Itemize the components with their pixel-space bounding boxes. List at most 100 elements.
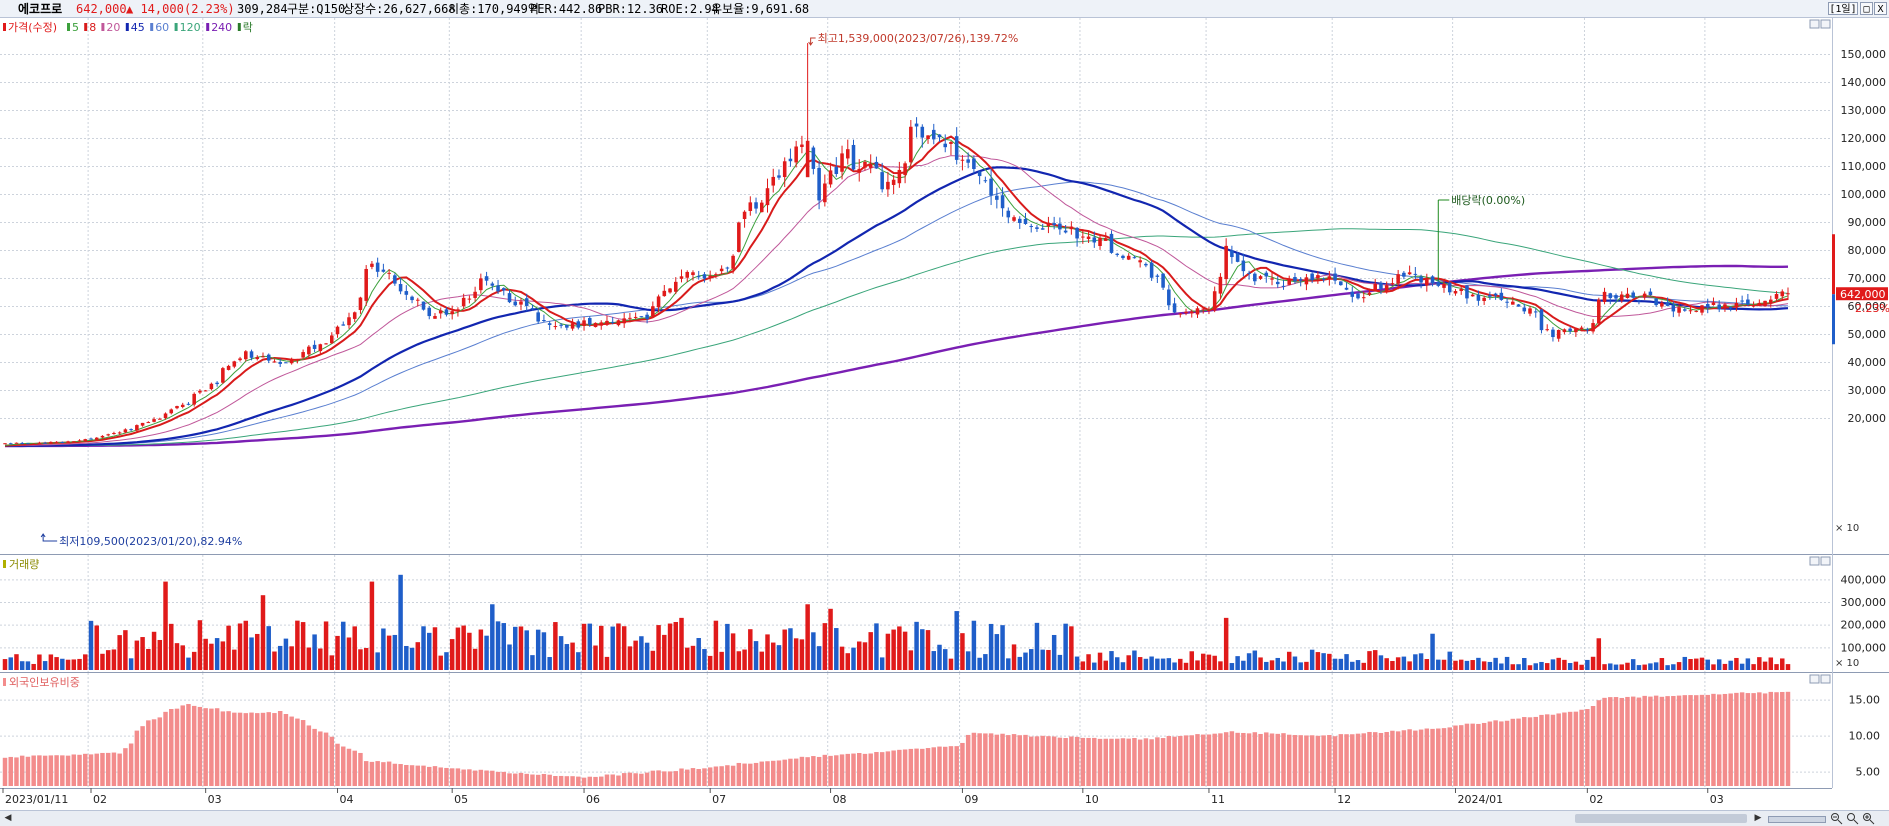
candle-body (1602, 291, 1607, 302)
volume-bar (427, 632, 432, 670)
volume-bar (415, 642, 421, 670)
candle-body (100, 435, 105, 438)
foreign-panel-controls[interactable] (1809, 674, 1831, 684)
period-button[interactable]: [1일] (1828, 2, 1858, 15)
volume-bar (965, 651, 971, 670)
volume-bar (1470, 660, 1475, 670)
candle-body (1728, 307, 1733, 309)
foreign-ownership-bar (363, 761, 369, 786)
foreign-ownership-bar (88, 754, 94, 786)
candle-body (1648, 291, 1653, 296)
foreign-ownership-bar (1413, 730, 1418, 786)
price-panel-controls[interactable] (1809, 19, 1831, 29)
volume-bar (736, 651, 742, 670)
zoom-slider[interactable] (1768, 816, 1826, 823)
foreign-ownership-bar (157, 717, 163, 786)
volume-bar (891, 629, 896, 670)
volume-panel-controls[interactable] (1809, 556, 1831, 566)
candle-body (1195, 308, 1200, 315)
candle-body (117, 432, 122, 434)
foreign-ownership-bar (1006, 735, 1011, 786)
candle-body (307, 346, 311, 355)
volume-bar (1063, 623, 1068, 670)
volume-bar (771, 642, 776, 670)
zoom-reset-icon[interactable] (1846, 812, 1859, 825)
candle-body (1126, 255, 1131, 260)
volume-bar (249, 637, 254, 670)
candle-body (1574, 329, 1578, 333)
foreign-ownership-bar (1378, 732, 1384, 786)
candle-body (1339, 281, 1343, 286)
volume-bar (346, 637, 352, 670)
dividend-annotation: 배당락(0.00%) (1451, 194, 1525, 207)
foreign-ownership-bar (1590, 706, 1596, 786)
foreign-ownership-bar (639, 773, 644, 786)
scroll-left-arrow[interactable]: ◀ (4, 813, 12, 823)
scroll-right-arrow[interactable]: ▶ (1754, 813, 1762, 823)
candle-body (347, 317, 351, 326)
candle-body (593, 322, 598, 328)
foreign-ownership-bar (1218, 733, 1223, 786)
volume-bar (1481, 661, 1487, 670)
volume-bar (707, 655, 713, 670)
foreign-ownership-bar (1401, 730, 1407, 786)
x-tick-label: 12 (1337, 793, 1351, 806)
foreign-ownership-bar (1544, 714, 1550, 786)
volume-bar (421, 626, 426, 670)
price-change-pct: (2.23%) (184, 2, 235, 16)
volume-bar (467, 632, 472, 670)
volume-tick-label: 400,000 (1841, 573, 1887, 586)
candle-body (886, 181, 890, 190)
restore-button[interactable]: □ (1860, 2, 1873, 15)
volume-bar (1304, 661, 1309, 670)
zoom-out-icon[interactable] (1830, 812, 1843, 825)
candle-body (375, 262, 380, 272)
foreign-ownership-bar (1722, 693, 1728, 786)
volume-bar (1694, 658, 1699, 670)
candle-body (771, 176, 776, 186)
volume-bar (1579, 664, 1584, 670)
foreign-ownership-bar (685, 769, 690, 786)
horizontal-scrollbar[interactable]: ◀ ▶ (0, 810, 1889, 826)
foreign-ownership-bar (1602, 697, 1607, 786)
candle-body (536, 312, 540, 322)
volume-bar (576, 652, 581, 670)
candle-body (1407, 272, 1412, 275)
foreign-ownership-bar (1613, 697, 1619, 786)
zoom-in-icon[interactable] (1862, 812, 1875, 825)
foreign-ownership-bar (1040, 735, 1045, 786)
volume-bar (1453, 660, 1458, 670)
foreign-ownership-bar (1562, 712, 1567, 786)
x-tick-label: 10 (1085, 793, 1099, 806)
volume-tick-label: 200,000 (1841, 619, 1887, 632)
candle-body (1379, 282, 1383, 289)
scroll-thumb[interactable] (1575, 814, 1747, 823)
volume-bar (1424, 659, 1430, 670)
volume-bar (513, 626, 518, 670)
foreign-ownership-bar (1671, 695, 1676, 786)
volume-bar (1006, 658, 1011, 670)
candle-body (341, 324, 346, 326)
candle-body (1310, 273, 1314, 281)
volume-bar (828, 608, 833, 670)
foreign-ownership-bar (1716, 694, 1722, 786)
foreign-ownership-bar (191, 705, 197, 786)
volume-bar (48, 654, 54, 670)
candle-body (1161, 273, 1165, 288)
candle-body (289, 358, 294, 364)
candle-body (1746, 299, 1750, 305)
stock-chart[interactable]: 20,000 30,000 40,000 50,000 60,000 70,000 80,0… (0, 18, 1889, 810)
foreign-ownership-bar (1286, 734, 1292, 786)
close-button[interactable]: X (1874, 2, 1887, 15)
foreign-ownership-bar (1080, 737, 1086, 786)
volume-bar (1143, 658, 1149, 670)
volume-bar (662, 634, 667, 670)
volume-bar (931, 651, 937, 670)
price-range-bar (1832, 234, 1835, 295)
candle-body (1545, 329, 1549, 331)
foreign-ownership-bar (128, 743, 134, 786)
candle-body (135, 425, 139, 431)
foreign-ownership-bar (404, 764, 409, 786)
volume-bar (1539, 661, 1544, 670)
volume-bar (1441, 659, 1447, 670)
